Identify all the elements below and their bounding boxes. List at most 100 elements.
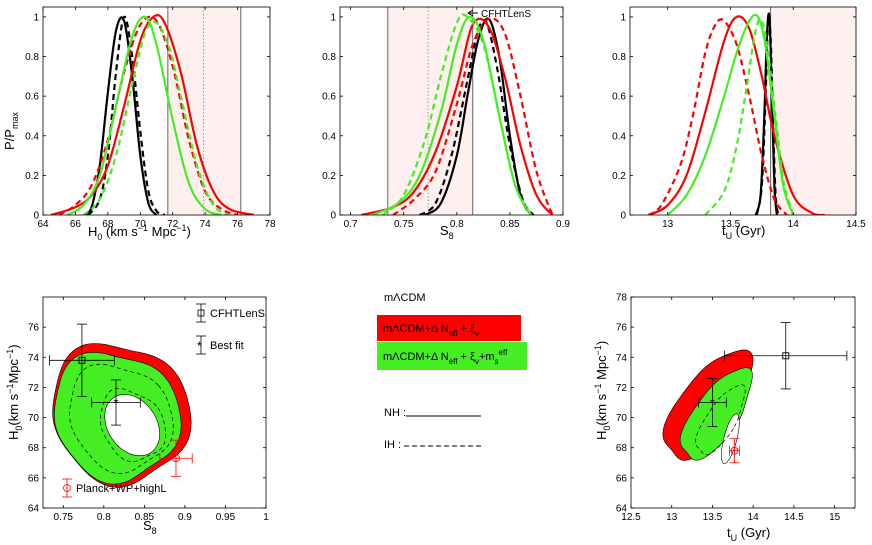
h0-xtick-label: 66 bbox=[70, 219, 82, 230]
s8-curves bbox=[360, 13, 554, 215]
s8-ytick-label: 0.2 bbox=[322, 171, 336, 182]
h0tu-xtick-label: 15 bbox=[829, 512, 841, 523]
h0s8-ytick-label: 66 bbox=[28, 473, 40, 484]
legend-nh-label: NH : bbox=[384, 407, 406, 419]
s8-curve-green-dashed bbox=[381, 13, 533, 215]
tu-curve-black-dashed bbox=[755, 15, 780, 215]
h0tu-xtick-label: 13 bbox=[666, 512, 678, 523]
h0s8-axes-frame bbox=[42, 296, 267, 509]
h0-ytick-label: 0.4 bbox=[25, 131, 39, 142]
h0s8-ytick-label: 64 bbox=[28, 504, 40, 515]
h0tu-ytick-label: 78 bbox=[616, 293, 628, 304]
s8-curve-red-solid bbox=[360, 17, 554, 215]
tu-axes-frame bbox=[629, 6, 857, 216]
h0-xtick-label: 74 bbox=[200, 219, 212, 230]
h0-s8-contour-panel: * 0.75 0.8 0.85 0.9 0.95 1 64 66 68 70 72 74 76 bbox=[28, 296, 269, 523]
h0tu-dashed-contour bbox=[695, 384, 746, 456]
cfhtlens-annotation: CFHTLenS bbox=[467, 9, 531, 20]
s8-xtick-label: 0.9 bbox=[556, 219, 570, 230]
s8-xtick-label: 0.7 bbox=[344, 219, 358, 230]
h0tu-point-best: * bbox=[698, 377, 727, 428]
h0tu-ytick-label: 74 bbox=[616, 353, 628, 364]
h0s8-dashed-contour bbox=[69, 363, 174, 474]
legend-red-swatch bbox=[377, 315, 521, 341]
s8-ytick-label: 0.8 bbox=[322, 52, 336, 63]
h0-prior-band bbox=[167, 7, 241, 215]
h0tu-ytick-label: 70 bbox=[616, 413, 628, 424]
h0s8-ytick-label: 72 bbox=[28, 383, 40, 394]
tu-prior-band bbox=[770, 7, 856, 215]
h0s8-ytick-label: 68 bbox=[28, 443, 40, 454]
h0-posterior-panel: 64 66 68 70 72 74 76 78 0 0.2 0.4 0.6 0.8 1 bbox=[25, 6, 276, 230]
h0tu-xtick-label: 13.5 bbox=[703, 512, 723, 523]
tu-ytick-label: 0.4 bbox=[612, 131, 626, 142]
tu-xtick-label: 14.5 bbox=[846, 219, 866, 230]
legend-bestfit: Best fit bbox=[210, 340, 244, 352]
tu-curve-green-dashed bbox=[704, 18, 795, 215]
s8-xtick-label: 0.8 bbox=[450, 219, 464, 230]
tu-xtick-label: 13.5 bbox=[721, 219, 741, 230]
h0s8-xtick-label: 0.95 bbox=[216, 512, 236, 523]
h0s8-point-cfhtlens bbox=[49, 323, 115, 397]
h0s8-ytick-label: 70 bbox=[28, 413, 40, 424]
h0tu-ylabel: H0(km s−1 Mpc−1) bbox=[593, 341, 612, 440]
h0s8-xtick-label: 0.9 bbox=[178, 512, 192, 523]
h0-xtick-label: 76 bbox=[232, 219, 244, 230]
s8-xtick-label: 0.85 bbox=[500, 219, 520, 230]
h0-ytick-label: 0.8 bbox=[25, 52, 39, 63]
tu-curve-red-solid bbox=[648, 15, 825, 215]
h0-xlabel: H0 (km s−1 Mpc−1) bbox=[88, 223, 191, 242]
cfhtlens-annotation-text: CFHTLenS bbox=[481, 9, 531, 20]
tu-curve-red-dashed bbox=[648, 18, 788, 215]
h0s8-xtick-label: 0.75 bbox=[54, 512, 74, 523]
h0tu-ytick-label: 64 bbox=[616, 504, 628, 515]
s8-prior-band bbox=[387, 7, 473, 215]
h0tu-xtick-label: 12.5 bbox=[621, 512, 641, 523]
model-legend: mΛCDM mΛCDM+Δ Neff + ξν mΛCDM+Δ Neff + ξ… bbox=[377, 292, 527, 451]
h0s8-contours bbox=[52, 343, 192, 488]
h0-ylabel: P/Pmax bbox=[2, 112, 20, 150]
tu-ytick-label: 0.2 bbox=[612, 171, 626, 182]
h0tu-axes-frame bbox=[630, 296, 856, 509]
h0tu-xtick-label: 14.5 bbox=[784, 512, 804, 523]
svg-text:*: * bbox=[710, 396, 715, 411]
legend-ih-label: IH : bbox=[384, 439, 401, 451]
h0tu-point-planck bbox=[729, 438, 740, 464]
h0-ytick-label: 0.2 bbox=[25, 171, 39, 182]
svg-text:*: * bbox=[113, 396, 118, 411]
legend-planck: Planck+WP+highL bbox=[76, 483, 167, 495]
h0s8-ytick-label: 74 bbox=[28, 353, 40, 364]
h0s8-xtick-label: 0.8 bbox=[97, 512, 111, 523]
h0s8-xlabel: S8 bbox=[143, 518, 157, 536]
h0-tu-contour-panel: * 12.5 13 13.5 14 14.5 15 64 66 68 70 72 74 76 78 bbox=[616, 293, 856, 523]
s8-curve-green-solid bbox=[371, 15, 533, 215]
h0s8-xtick-label: 1 bbox=[263, 512, 269, 523]
h0-curves bbox=[50, 13, 255, 215]
h0-xtick-label: 68 bbox=[102, 219, 114, 230]
tu-curves bbox=[648, 12, 825, 215]
h0s8-xtick-label: 0.85 bbox=[135, 512, 155, 523]
s8-xtick-label: 0.75 bbox=[394, 219, 414, 230]
h0-curve-green-dashed bbox=[82, 20, 231, 215]
h0tu-ytick-label: 68 bbox=[616, 443, 628, 454]
tu-xlabel: tU (Gyr) bbox=[722, 223, 765, 241]
s8-ytick-label: 0.4 bbox=[322, 131, 336, 142]
s8-ytick-label: 1 bbox=[330, 12, 336, 23]
h0tu-region-green-95 bbox=[679, 367, 753, 461]
s8-ytick-label: 0 bbox=[330, 211, 336, 222]
h0s8-ylabel: H0(km s−1Mpc−1) bbox=[5, 344, 24, 440]
h0-xtick-label: 70 bbox=[135, 219, 147, 230]
legend-green-swatch bbox=[377, 342, 527, 370]
tu-ytick-label: 0.8 bbox=[612, 52, 626, 63]
s8-curve-red-dashed bbox=[392, 17, 554, 215]
tu-posterior-panel: 13 13.5 14 14.5 0 0.2 0.4 0.6 0.8 1 bbox=[612, 6, 866, 230]
h0s8-region-white-68 bbox=[104, 394, 160, 457]
h0tu-ytick-label: 66 bbox=[616, 473, 628, 484]
cfhtlens-legend-marker bbox=[197, 309, 205, 317]
h0-ytick-label: 0.6 bbox=[25, 92, 39, 103]
bestfit-legend-marker: * bbox=[197, 339, 202, 353]
h0-curve-black-dashed bbox=[87, 15, 166, 215]
h0tu-xlabel: tU (Gyr) bbox=[727, 525, 770, 543]
h0-axes-frame bbox=[42, 6, 271, 216]
